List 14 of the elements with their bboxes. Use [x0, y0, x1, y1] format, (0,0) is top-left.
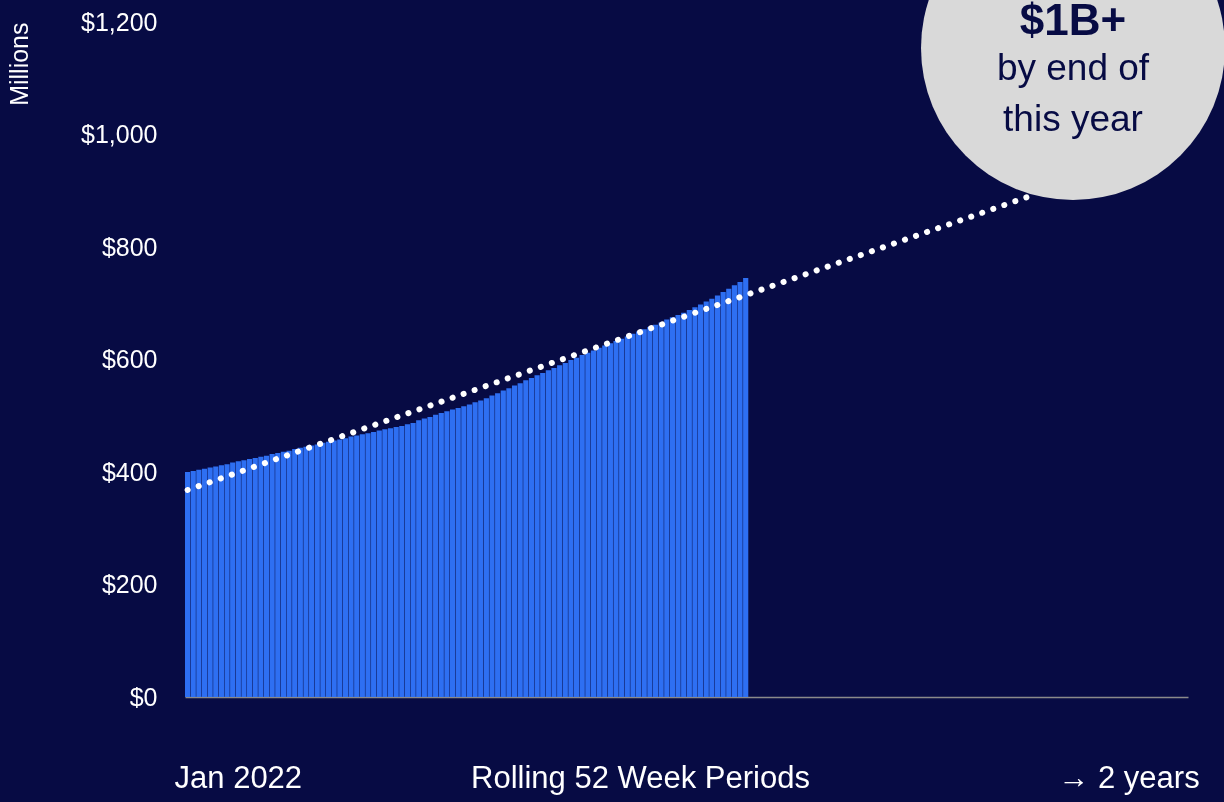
x-tick-label: → 2 years — [1058, 759, 1200, 795]
annotation: by end of — [996, 47, 1150, 88]
y-tick-label: $1,200 — [81, 7, 158, 36]
y-tick-label: $800 — [101, 232, 158, 261]
x-tick-label: Jan 2022 — [174, 759, 303, 795]
annotation: this year — [1003, 98, 1143, 139]
annotation: $1B+ — [1019, 0, 1127, 44]
x-axis-title: Rolling 52 Week Periods — [471, 759, 810, 795]
y-tick-label: $200 — [101, 570, 158, 598]
y-axis-title: Millions — [4, 22, 33, 106]
y-tick-label: $0 — [129, 682, 158, 711]
y-tick-label: $600 — [101, 345, 158, 373]
y-tick-label: $400 — [101, 457, 158, 486]
y-tick-label: $1,000 — [81, 120, 158, 148]
